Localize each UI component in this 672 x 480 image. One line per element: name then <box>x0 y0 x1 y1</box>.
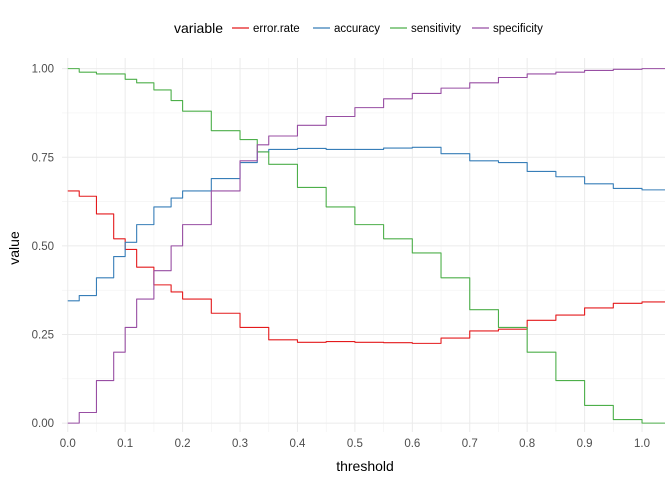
x-tick-label: 0.7 <box>462 438 478 450</box>
legend: variable error.rate accuracy sensitivity sp… <box>174 20 543 36</box>
legend-item-error-rate: error.rate <box>232 23 300 35</box>
x-axis-title: threshold <box>336 458 394 474</box>
grid <box>62 58 665 432</box>
series-line-sensitivity <box>67 68 665 424</box>
x-tick-label: 0.6 <box>404 438 420 450</box>
x-tick-label: 0.3 <box>232 438 248 450</box>
x-tick-label: 0.9 <box>577 438 593 450</box>
y-tick-label: 0.25 <box>32 330 54 342</box>
y-tick-label: 0.00 <box>32 418 54 430</box>
legend-item-specificity: specificity <box>472 23 543 35</box>
series-line-error-rate <box>67 190 665 344</box>
x-tick-label: 0.4 <box>289 438 306 450</box>
x-tick-label: 0.8 <box>519 438 535 450</box>
series-lines <box>67 68 665 424</box>
x-tick-label: 0.1 <box>117 438 133 450</box>
legend-item-sensitivity: sensitivity <box>390 23 461 35</box>
legend-item-accuracy: accuracy <box>313 23 380 35</box>
legend-label: sensitivity <box>411 23 461 35</box>
y-tick-label: 0.75 <box>32 152 54 164</box>
y-axis-ticks: 0.00 0.25 0.50 0.75 1.00 <box>32 64 54 431</box>
x-axis-ticks: 0.0 0.1 0.2 0.3 0.4 0.5 0.6 0.7 0.8 0.9 1.0 <box>60 438 650 450</box>
legend-title: variable <box>174 20 223 36</box>
legend-label: error.rate <box>253 23 300 35</box>
y-axis-title: value <box>6 231 22 265</box>
legend-label: accuracy <box>334 23 380 35</box>
series-line-accuracy <box>67 146 665 302</box>
series-line-specificity <box>67 68 665 424</box>
legend-label: specificity <box>493 23 543 35</box>
x-tick-label: 0.2 <box>175 438 191 450</box>
y-tick-label: 0.50 <box>32 241 54 253</box>
x-tick-label: 0.0 <box>60 438 76 450</box>
y-tick-label: 1.00 <box>32 64 54 76</box>
x-tick-label: 0.5 <box>347 438 363 450</box>
x-tick-label: 1.0 <box>634 438 650 450</box>
